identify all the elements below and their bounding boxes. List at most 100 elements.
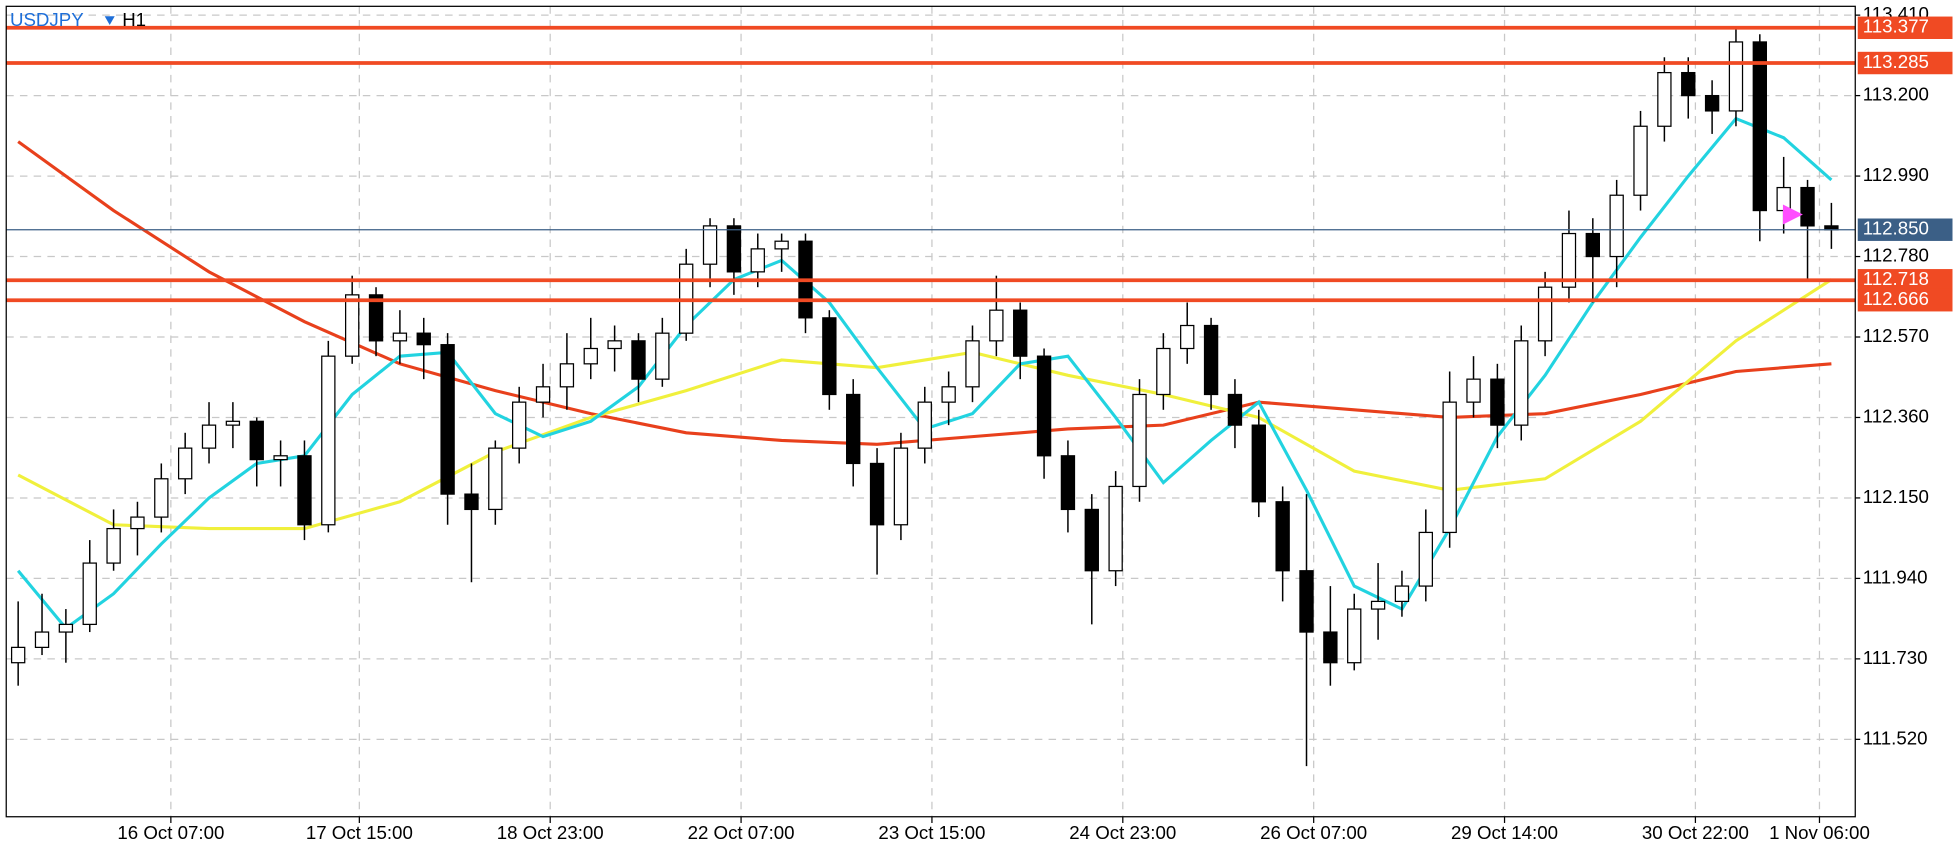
candle-body: [702, 225, 718, 265]
candle-body: [1323, 631, 1338, 664]
candle-body: [631, 340, 646, 380]
candle-body: [177, 447, 193, 480]
candle-body: [106, 527, 121, 564]
y-tick-label: 111.940: [1863, 566, 1928, 587]
level-label: 113.285: [1863, 51, 1929, 72]
y-tick-label: 112.360: [1863, 405, 1929, 426]
x-tick-label: 23 Oct 15:00: [878, 822, 985, 843]
level-label-box: [1857, 288, 1953, 312]
y-tick-label: 112.150: [1863, 486, 1929, 507]
level-label: 112.666: [1863, 288, 1929, 309]
x-tick-label: 1 Nov 06:00: [1769, 822, 1870, 843]
plot: [6, 25, 1856, 767]
candle-body: [297, 455, 312, 526]
level-label-box: [1857, 269, 1953, 292]
candle-body: [1084, 508, 1099, 572]
candle-body: [583, 347, 598, 365]
candle-body: [965, 340, 980, 388]
candle-body: [559, 363, 575, 388]
symbol: USDJPY: [10, 9, 84, 30]
candle-body: [512, 401, 527, 449]
candle-body: [488, 447, 503, 511]
moving-average: [17, 278, 1833, 531]
x-tick-label: 24 Oct 23:00: [1069, 822, 1176, 843]
candle-body: [989, 309, 1004, 342]
x-tick-label: 29 Oct 14:00: [1451, 822, 1558, 843]
candle-body: [1800, 186, 1815, 227]
plot-frame: [5, 5, 1856, 818]
level-label-box: [1857, 16, 1953, 39]
candle-body: [273, 455, 288, 461]
candle-body: [344, 294, 360, 357]
candle-body: [249, 420, 264, 461]
candle-body: [869, 462, 885, 526]
candle-body: [1633, 125, 1648, 196]
candle-body: [201, 424, 217, 449]
candle-body: [1227, 393, 1243, 426]
candle-body: [1728, 41, 1744, 112]
candle-body: [1514, 340, 1529, 426]
x-tick-label: 26 Oct 07:00: [1260, 822, 1367, 843]
candle-body: [1180, 324, 1195, 350]
x-tick-label: 22 Oct 07:00: [688, 822, 795, 843]
y-tick-label: 112.570: [1863, 325, 1929, 346]
candle-body: [774, 240, 789, 250]
candle-body: [726, 225, 742, 273]
candle-body: [1347, 608, 1362, 664]
candle-body: [750, 248, 765, 273]
candle-body: [321, 355, 336, 526]
candle-body: [392, 332, 408, 342]
level-label-box: [1857, 51, 1953, 75]
candle-body: [893, 447, 909, 526]
candle-body: [225, 420, 241, 426]
candle-body: [1108, 485, 1123, 572]
level-label: 113.377: [1863, 16, 1929, 37]
candle-body: [535, 386, 551, 403]
candle-body: [1657, 71, 1672, 127]
candle-body: [1299, 570, 1314, 633]
y-tick-label: 112.780: [1863, 244, 1929, 265]
candle-body: [464, 493, 479, 511]
candle-body: [130, 516, 145, 530]
axis: 113.410113.200112.990112.780112.570112.3…: [117, 3, 1953, 843]
current-price-label: 112.850: [1863, 218, 1929, 239]
trade-arrow: [1782, 204, 1803, 225]
candle-body: [1681, 71, 1696, 97]
candle-body: [607, 340, 622, 350]
y-tick-label: 111.730: [1863, 647, 1928, 668]
candle-body: [34, 631, 50, 649]
candle-body: [1203, 324, 1219, 396]
x-tick-label: 30 Oct 22:00: [1642, 822, 1749, 843]
y-tick-label: 111.520: [1863, 727, 1928, 748]
candle-body: [10, 646, 26, 664]
candle-body: [1752, 41, 1768, 212]
candle-body: [154, 478, 169, 518]
candle-body: [941, 386, 956, 403]
x-tick-label: 16 Oct 07:00: [117, 822, 224, 843]
x-tick-label: 17 Oct 15:00: [306, 822, 413, 843]
candle-body: [1561, 232, 1577, 288]
candle-body: [1036, 355, 1052, 457]
candle-body: [1585, 232, 1600, 258]
candle-body: [1156, 347, 1171, 396]
dropdown-icon[interactable]: [104, 16, 115, 26]
candle-body: [82, 562, 97, 626]
candle-body: [1466, 378, 1481, 403]
candle-body: [846, 393, 861, 465]
candle-body: [368, 294, 384, 342]
candle-body: [1251, 424, 1266, 503]
candle-body: [1418, 531, 1433, 587]
level-label: 112.718: [1863, 268, 1929, 289]
candle-body: [1609, 194, 1624, 258]
candle-body: [1704, 94, 1720, 112]
candle-body: [822, 317, 837, 396]
candle-body: [1013, 309, 1028, 357]
candle-body: [1370, 600, 1386, 610]
candle-body: [655, 332, 670, 380]
candle-body: [58, 623, 74, 633]
candle-body: [1060, 455, 1076, 511]
candle-body: [1442, 401, 1457, 534]
